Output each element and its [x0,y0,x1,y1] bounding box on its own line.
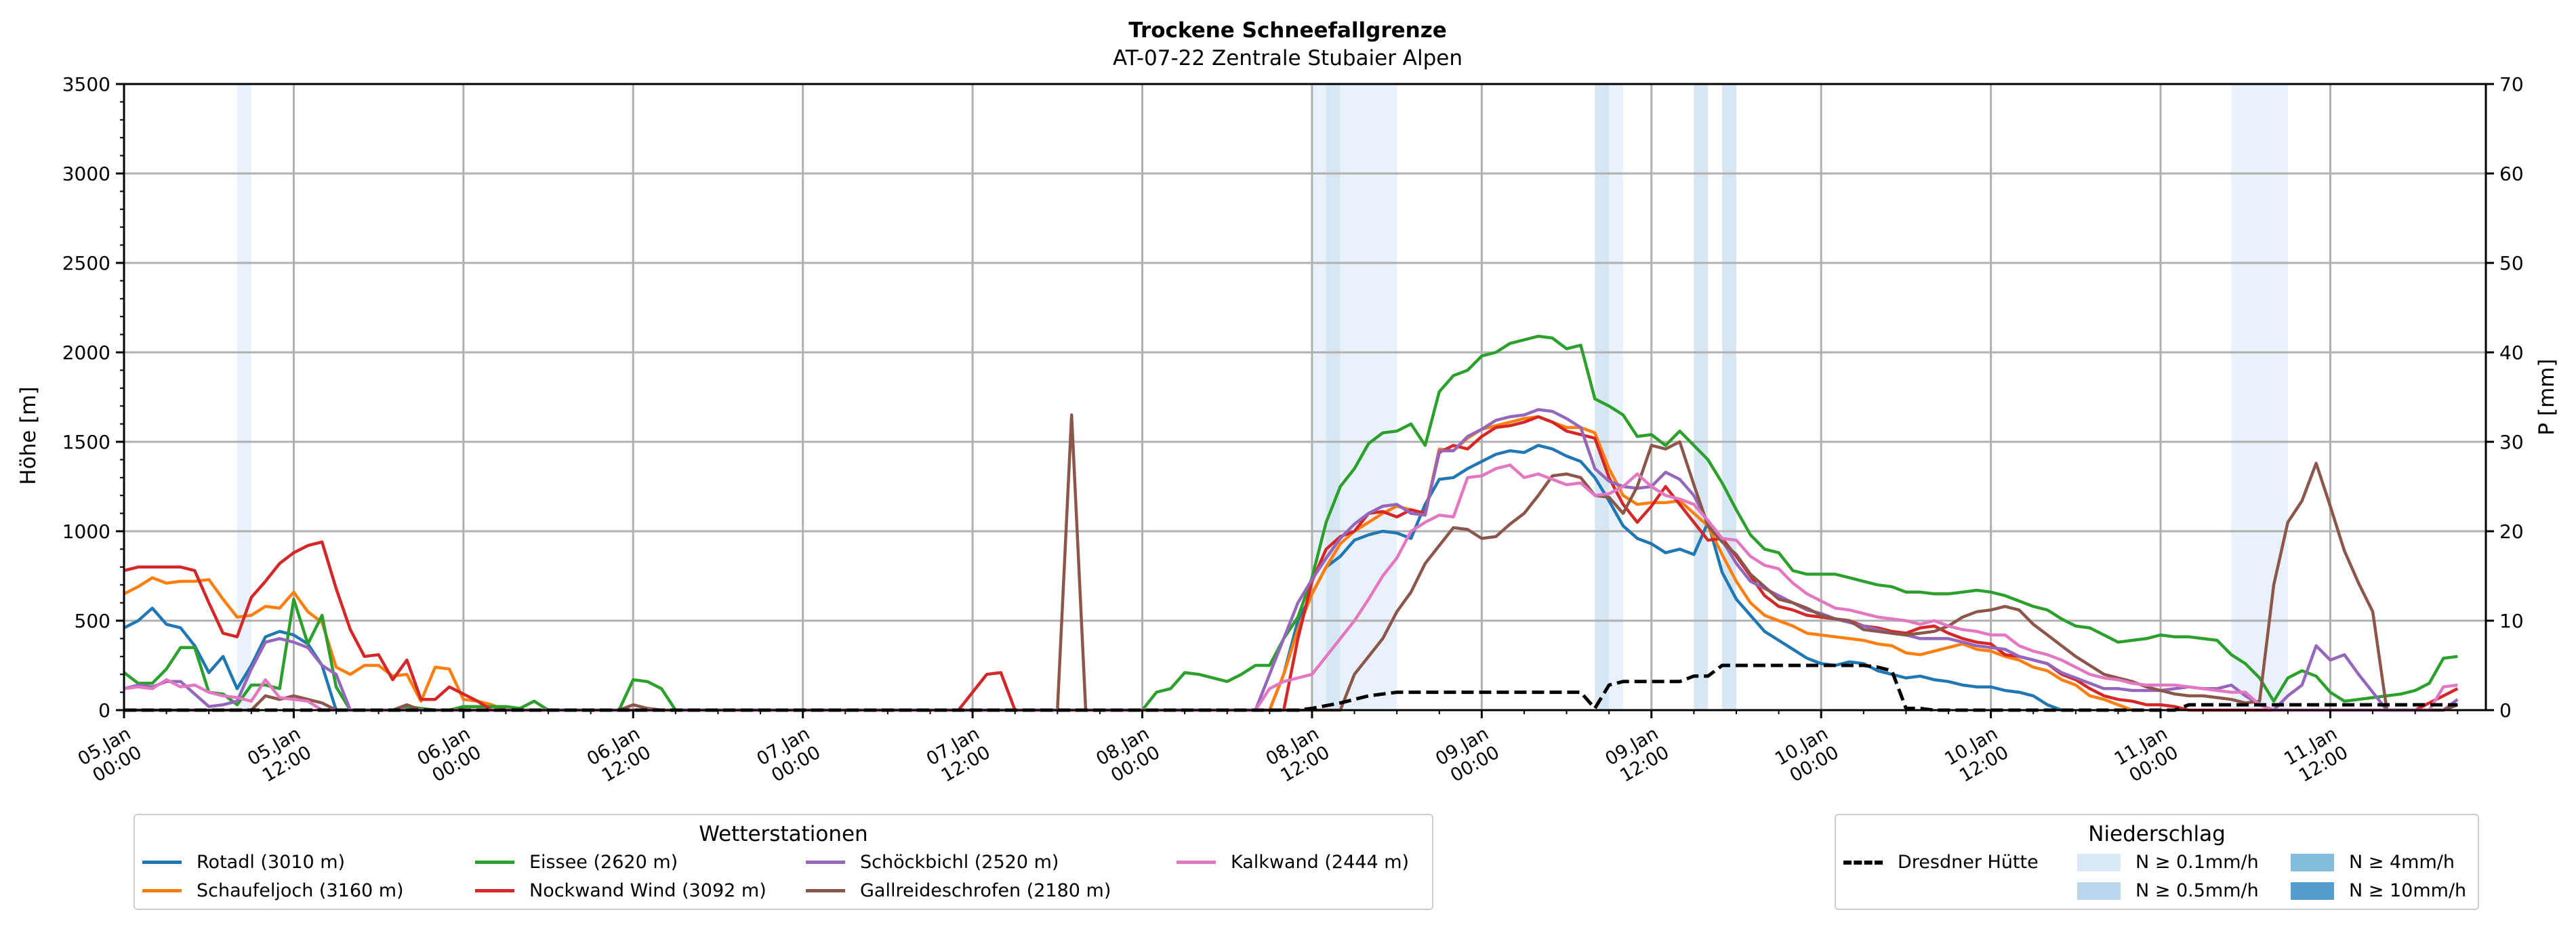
legend-label: Nockwand Wind (3092 m) [529,880,766,901]
y2-tick-label: 40 [2499,342,2524,364]
chart-title: Trockene Schneefallgrenze [1128,18,1447,43]
legend-swatch [1177,861,1216,864]
precip-band [2231,84,2288,710]
series-line [123,415,2459,712]
x-tick-label: 07.Jan12:00 [923,723,994,789]
legend-precip: Niederschlag Dresdner Hütte N ≥ 0.1mm/h … [1835,814,2479,910]
y-tick-label: 3000 [62,163,110,185]
legend-label: N ≥ 10mm/h [2349,880,2467,901]
y-axis-label: Höhe [m] [16,386,41,484]
legend-item-n-10: N ≥ 10mm/h [2291,880,2466,901]
x-tick-label: 06.Jan00:00 [414,723,485,789]
series-line [123,415,2133,712]
legend-item-gallreideschrofen: Gallreideschrofen (2180 m) [806,880,1111,901]
legend-swatch [142,861,182,864]
legend-label: Gallreideschrofen (2180 m) [860,880,1111,901]
legend-label: Eissee (2620 m) [529,852,678,873]
y-tick-label: 2500 [62,252,110,274]
x-tick-label: 09.Jan12:00 [1602,723,1673,789]
legend-swatch [475,889,514,892]
legend-label: Schaufeljoch (3160 m) [197,880,404,901]
y2-tick-label: 0 [2499,699,2512,722]
y2-tick-label: 20 [2499,520,2524,543]
legend-patch [2077,853,2121,871]
y-tick-label: 500 [75,610,110,632]
precip-band [1694,84,1709,710]
legend-patch [2291,853,2334,871]
series-line [123,444,2062,712]
y2-tick-label: 50 [2499,252,2524,274]
y2-tick-label: 70 [2499,73,2524,96]
legend-label: Schöckbichl (2520 m) [860,852,1059,873]
y2-tick-label: 10 [2499,610,2524,632]
legend-stations-title: Wetterstationen [699,822,868,846]
legend-item-rotadl: Rotadl (3010 m) [142,852,345,873]
legend-label: Kalkwand (2444 m) [1231,852,1410,873]
grid [123,83,2486,711]
legend-item-dresdner-huette: Dresdner Hütte [1843,852,2039,873]
legend-swatch-dashed [1843,860,1883,865]
y-tick-label: 3500 [62,73,110,96]
station-precip-line [124,663,2458,712]
legend-item-n-0-5: N ≥ 0.5mm/h [2077,880,2259,901]
x-tick-label: 05.Jan00:00 [75,723,146,789]
precip-band [1326,84,1341,710]
legend-item-nockwand: Nockwand Wind (3092 m) [475,880,766,901]
x-tick-label: 08.Jan12:00 [1263,723,1334,789]
legend-precip-title: Niederschlag [2088,822,2226,846]
precip-band [1595,84,1610,710]
legend-label: Dresdner Hütte [1898,852,2039,873]
series-line [124,413,2459,712]
x-tick-label: 07.Jan00:00 [753,723,824,789]
legend-patch [2077,882,2121,900]
legend-item-eissee: Eissee (2620 m) [475,852,678,873]
y2-tick-label: 30 [2499,431,2524,453]
legend-label: N ≥ 4mm/h [2349,852,2455,873]
legend-item-kalkwand: Kalkwand (2444 m) [1177,852,1409,873]
x-tick-label: 11.Jan00:00 [2111,723,2182,789]
y2-axis-label: P [mm] [2535,358,2559,435]
y2-tick-label: 60 [2499,163,2524,185]
precip-band [1722,84,1736,710]
y-tick-label: 1000 [62,520,110,543]
precip-band [1340,84,1397,710]
legend-item-schoeckbichl: Schöckbichl (2520 m) [806,852,1059,873]
y-tick-label: 1500 [62,431,110,453]
y-tick-label: 0 [98,699,110,722]
x-tick-label: 10.Jan12:00 [1941,723,2012,789]
x-tick-label: 06.Jan12:00 [584,723,655,789]
legend-label: Rotadl (3010 m) [197,852,346,873]
legend-swatch [142,889,182,892]
legend-label: N ≥ 0.1mm/h [2135,852,2259,873]
y-tick-label: 2000 [62,342,110,364]
legend-swatch [806,889,845,892]
legend-stations: Wetterstationen Rotadl (3010 m) Schaufel… [134,814,1433,910]
legend-item-n-0-1: N ≥ 0.1mm/h [2077,852,2259,873]
x-tick-label: 05.Jan12:00 [244,723,315,789]
x-tick-label: 10.Jan00:00 [1772,723,1843,789]
precip-bands [237,84,2288,710]
plot-frame [123,83,2487,711]
x-tick-label: 11.Jan12:00 [2281,723,2352,789]
legend-item-schaufeljoch: Schaufeljoch (3160 m) [142,880,404,901]
legend-item-n-4: N ≥ 4mm/h [2291,852,2455,873]
precip-band [1311,84,1326,710]
x-tick-label: 09.Jan00:00 [1432,723,1503,789]
legend-swatch [475,861,514,864]
series-line [123,408,2459,712]
precip-band [237,84,251,710]
legend-label: N ≥ 0.5mm/h [2135,880,2259,901]
chart-subtitle: AT-07-22 Zentrale Stubaier Alpen [1113,46,1463,70]
x-tick-label: 08.Jan00:00 [1092,723,1164,789]
legend-swatch [806,861,845,864]
series-lines [123,334,2459,712]
axes: 0 500 1000 1500 2000 2500 3000 3500 0 10 20 30 40 50 6… [62,73,2524,789]
legend-patch [2291,882,2334,900]
precip-band [1609,84,1624,710]
